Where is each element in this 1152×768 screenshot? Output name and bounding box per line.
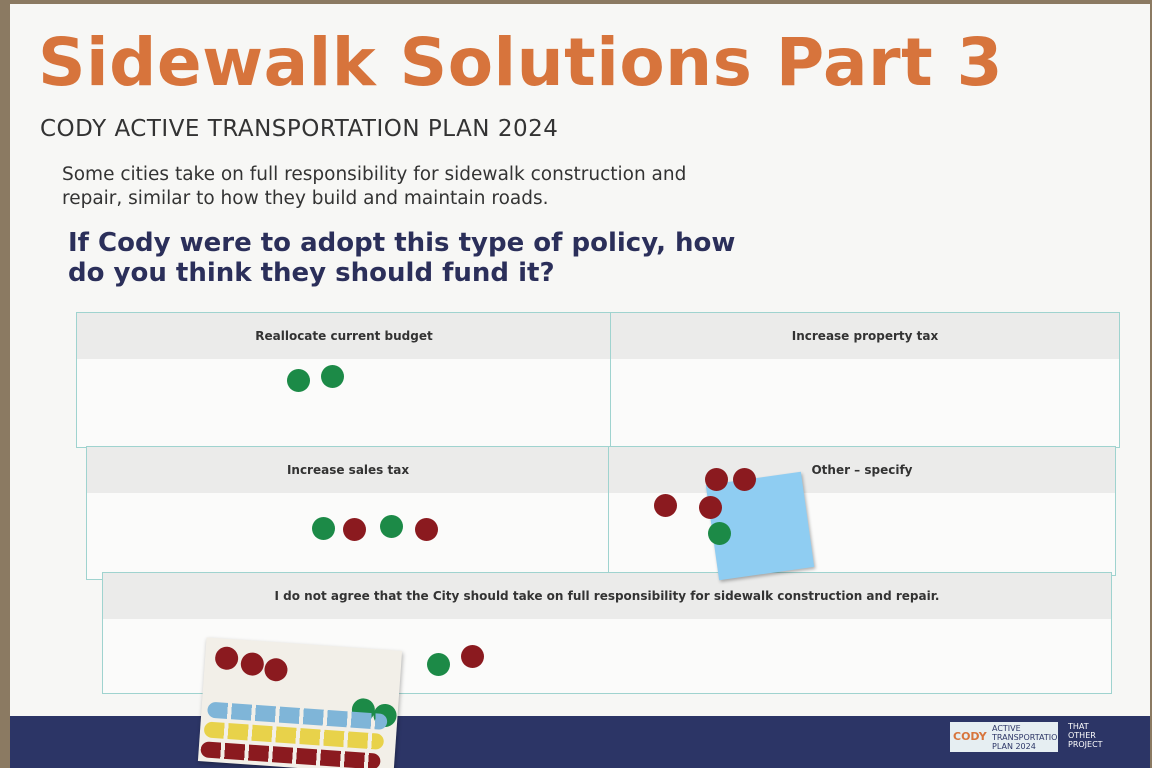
vote-dot bbox=[733, 468, 756, 491]
logo-text: PLAN 2024 bbox=[992, 742, 1036, 751]
option-cell: Increase property tax bbox=[610, 312, 1120, 448]
subtitle: CODY ACTIVE TRANSPORTATION PLAN 2024 bbox=[40, 116, 558, 142]
partner-logo: PROJECT bbox=[1068, 740, 1103, 749]
option-cell: Other – specify bbox=[608, 446, 1116, 576]
partner-logo: THAT bbox=[1068, 722, 1089, 731]
vote-dot bbox=[287, 369, 310, 392]
vote-dot bbox=[705, 468, 728, 491]
logo-text: TRANSPORTATION bbox=[992, 733, 1063, 742]
vote-dot bbox=[427, 653, 450, 676]
option-label: I do not agree that the City should take… bbox=[103, 573, 1111, 619]
vote-dot bbox=[461, 645, 484, 668]
sticker bbox=[214, 646, 239, 671]
option-cell: Reallocate current budget bbox=[76, 312, 612, 448]
question-line: If Cody were to adopt this type of polic… bbox=[68, 228, 735, 258]
vote-dot bbox=[708, 522, 731, 545]
sticker bbox=[240, 652, 265, 677]
footer-band: CODY ACTIVE TRANSPORTATION PLAN 2024 THA… bbox=[10, 716, 1150, 768]
option-label: Increase property tax bbox=[611, 313, 1119, 359]
poster-board: Sidewalk Solutions Part 3 CODY ACTIVE TR… bbox=[10, 4, 1150, 768]
page: Sidewalk Solutions Part 3 CODY ACTIVE TR… bbox=[0, 0, 1152, 768]
title: Sidewalk Solutions Part 3 bbox=[38, 24, 1003, 101]
sticker-sheet bbox=[198, 637, 402, 768]
option-label: Reallocate current budget bbox=[77, 313, 611, 359]
logo-text: ACTIVE bbox=[992, 724, 1021, 733]
intro-line: Some cities take on full responsibility … bbox=[62, 164, 686, 185]
vote-dot bbox=[654, 494, 677, 517]
vote-dot bbox=[415, 518, 438, 541]
vote-dot bbox=[312, 517, 335, 540]
vote-dot bbox=[321, 365, 344, 388]
sticker bbox=[264, 657, 289, 682]
question-line: do you think they should fund it? bbox=[68, 258, 555, 288]
logo-box: CODY ACTIVE TRANSPORTATION PLAN 2024 bbox=[950, 722, 1058, 752]
option-cell: Increase sales tax bbox=[86, 446, 610, 580]
option-label: Increase sales tax bbox=[87, 447, 609, 493]
option-label: Other – specify bbox=[609, 447, 1115, 493]
vote-dot bbox=[380, 515, 403, 538]
vote-dot bbox=[699, 496, 722, 519]
logo: CODY bbox=[953, 730, 987, 743]
intro-line: repair, similar to how they build and ma… bbox=[62, 188, 549, 209]
partner-logo: OTHER bbox=[1068, 731, 1096, 740]
vote-dot bbox=[343, 518, 366, 541]
